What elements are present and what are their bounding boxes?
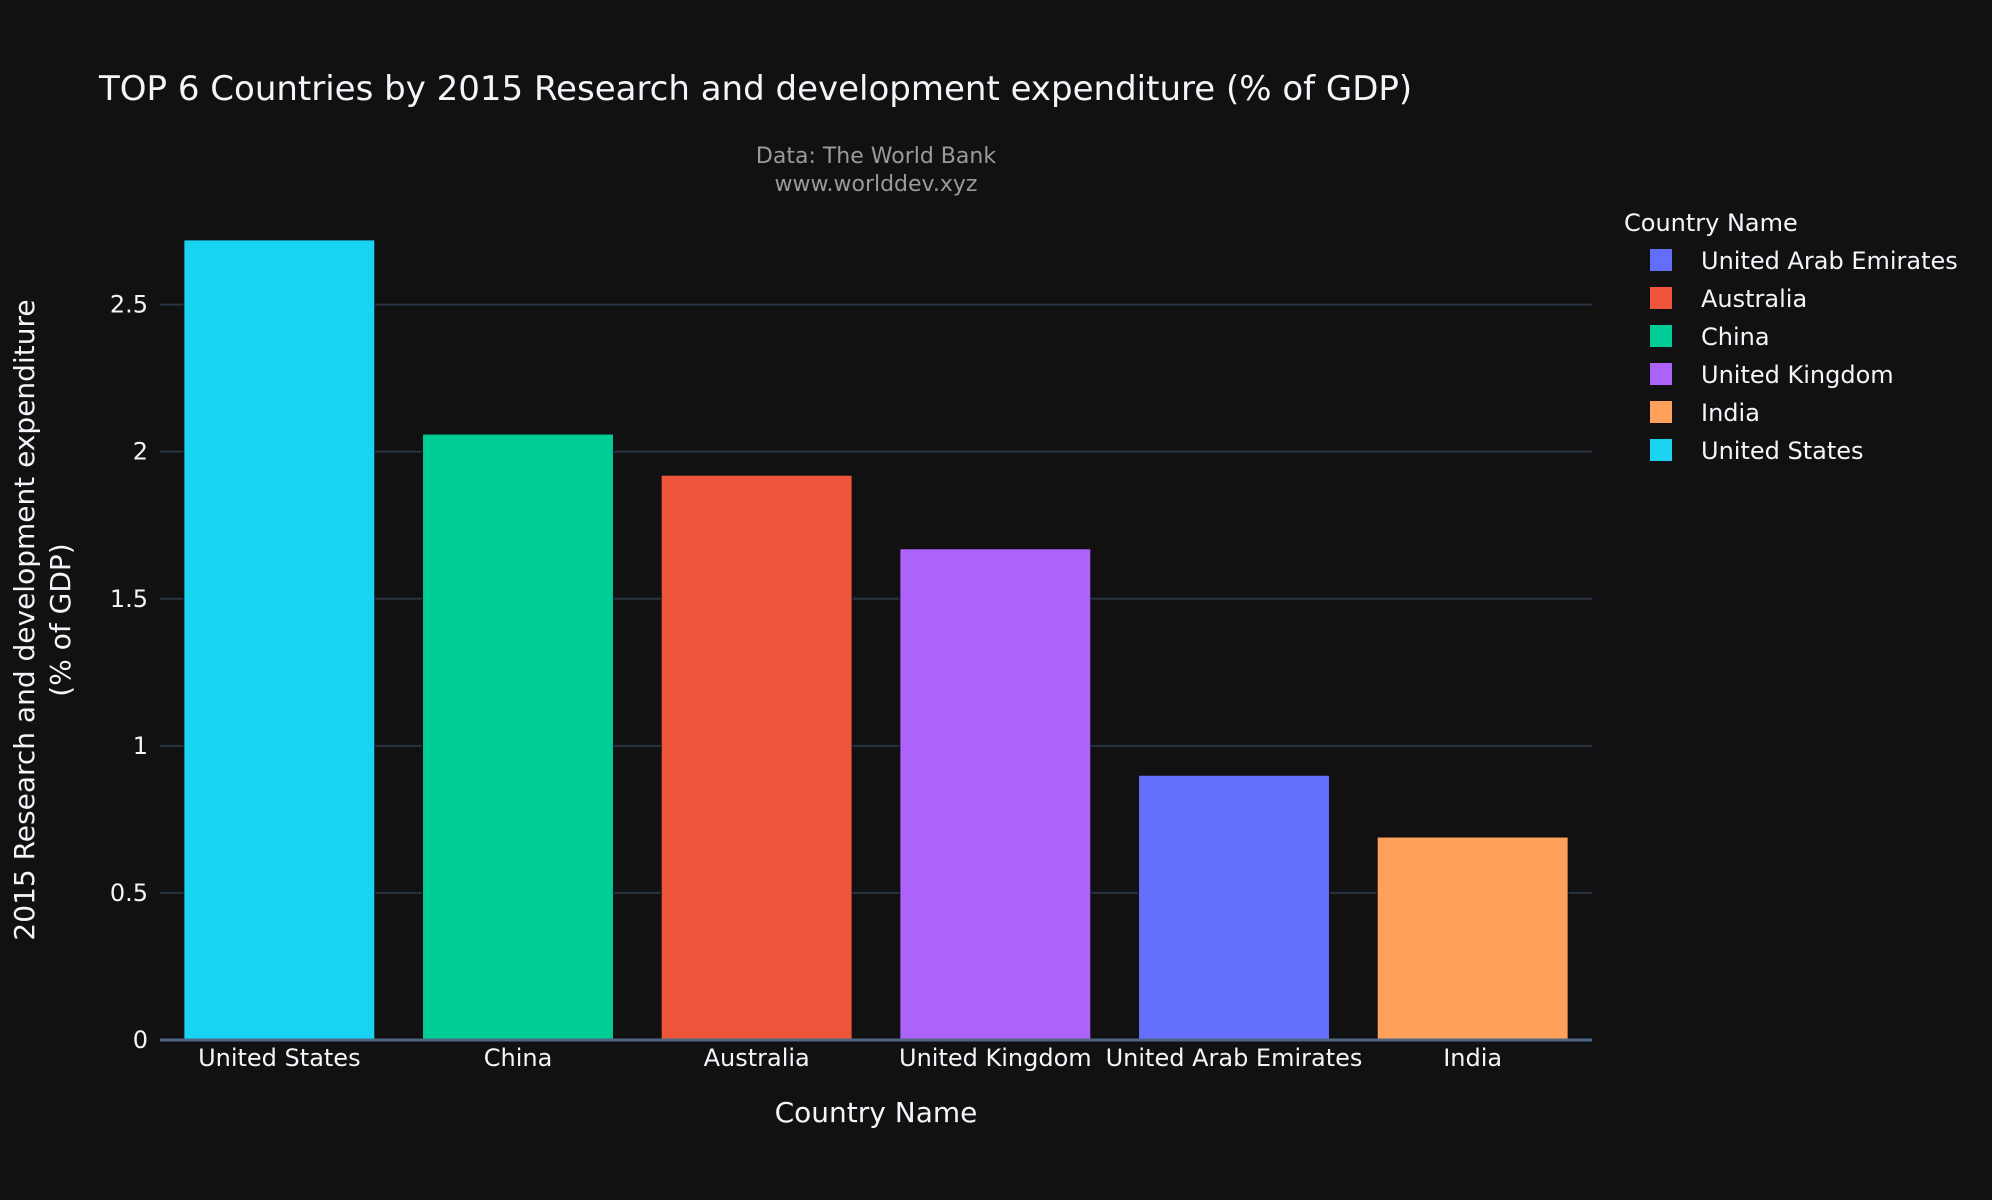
legend-label: United States bbox=[1701, 437, 1864, 465]
y-tick-label: 2 bbox=[133, 438, 148, 466]
bar[interactable] bbox=[422, 433, 614, 1041]
legend-swatch bbox=[1650, 249, 1672, 271]
legend-label: China bbox=[1701, 323, 1770, 351]
legend-swatch bbox=[1650, 401, 1672, 423]
x-tick-label: China bbox=[484, 1044, 553, 1072]
legend-swatch bbox=[1650, 439, 1672, 461]
bar[interactable] bbox=[183, 239, 376, 1041]
chart-subtitle-line-2: www.worlddev.xyz bbox=[775, 172, 978, 197]
x-axis-ticks: United States China Australia United Kingdo… bbox=[198, 1044, 1502, 1072]
gridlines bbox=[160, 303, 1592, 894]
legend-title: Country Name bbox=[1624, 209, 1798, 237]
legend-item[interactable]: United Kingdom bbox=[1650, 361, 1894, 389]
y-axis-title: 2015 Research and development expenditur… bbox=[8, 299, 77, 940]
legend-entries: United Arab Emirates Australia China United… bbox=[1650, 247, 1958, 465]
x-tick-label: India bbox=[1443, 1044, 1502, 1072]
x-tick-label: Australia bbox=[704, 1044, 810, 1072]
y-tick-label: 2.5 bbox=[110, 291, 148, 319]
legend-item[interactable]: India bbox=[1650, 399, 1760, 427]
legend-item[interactable]: United States bbox=[1650, 437, 1864, 465]
y-axis-ticks: 0 0.5 1 1.5 2 2.5 bbox=[110, 291, 148, 1054]
legend-label: Australia bbox=[1701, 285, 1807, 313]
bar[interactable] bbox=[1376, 836, 1569, 1041]
y-tick-label: 0.5 bbox=[110, 879, 148, 907]
legend-label: United Kingdom bbox=[1701, 361, 1894, 389]
y-axis-title-line-2: (% of GDP) bbox=[44, 543, 77, 696]
bar[interactable] bbox=[899, 548, 1092, 1041]
legend: Country Name United Arab Emirates Austral… bbox=[1624, 209, 1958, 465]
y-tick-label: 1 bbox=[133, 732, 148, 760]
x-tick-label: United Kingdom bbox=[899, 1044, 1092, 1072]
y-tick-label: 1.5 bbox=[110, 585, 148, 613]
bar[interactable] bbox=[1138, 774, 1330, 1041]
legend-swatch bbox=[1650, 287, 1672, 309]
legend-swatch bbox=[1650, 325, 1672, 347]
legend-item[interactable]: United Arab Emirates bbox=[1650, 247, 1958, 275]
chart-title: TOP 6 Countries by 2015 Research and dev… bbox=[98, 69, 1412, 109]
chart-subtitle-line-1: Data: The World Bank bbox=[756, 144, 996, 169]
legend-item[interactable]: Australia bbox=[1650, 285, 1807, 313]
legend-item[interactable]: China bbox=[1650, 323, 1770, 351]
y-tick-label: 0 bbox=[133, 1026, 148, 1054]
x-tick-label: United States bbox=[198, 1044, 361, 1072]
legend-label: India bbox=[1701, 399, 1760, 427]
bar[interactable] bbox=[660, 474, 853, 1041]
y-axis-title-line-1: 2015 Research and development expenditur… bbox=[8, 299, 41, 940]
x-tick-label: United Arab Emirates bbox=[1106, 1044, 1363, 1072]
bars bbox=[160, 239, 1592, 1042]
legend-label: United Arab Emirates bbox=[1701, 247, 1958, 275]
legend-swatch bbox=[1650, 363, 1672, 385]
x-axis-title: Country Name bbox=[775, 1096, 978, 1129]
